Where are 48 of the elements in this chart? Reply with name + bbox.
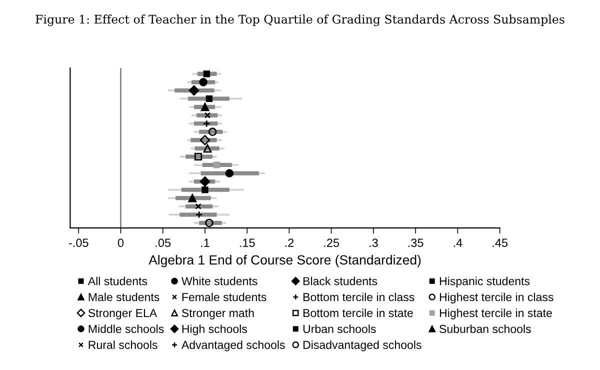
point [200, 102, 210, 112]
x-axis-title: Algebra 1 End of Course Score (Standardized) [148, 254, 421, 268]
legend-label: Suburban schools [440, 324, 531, 334]
x-tick-label: -.05 [68, 238, 88, 248]
legend-label: Highest tercile in class [440, 292, 554, 304]
legend-label: Disadvantaged schools [303, 340, 422, 352]
legend-label: Hispanic students [440, 276, 530, 288]
legend-label: Highest tercile in state [440, 308, 552, 320]
x-tick-label: .45 [492, 238, 508, 248]
x-tick-label: .4 [454, 238, 462, 247]
legend-label: Bottom tercile in class [303, 292, 414, 302]
point [206, 95, 213, 102]
x-tick-label: .3 [370, 238, 378, 248]
point [225, 169, 234, 178]
point [188, 194, 197, 202]
bar [186, 154, 213, 159]
x-tick-label: .2 [285, 238, 294, 247]
point [200, 135, 210, 146]
legend-label: Rural schools [88, 340, 158, 349]
point [199, 78, 208, 86]
legend-label: Urban schools [303, 324, 376, 334]
x-tick-label: 0 [118, 238, 124, 248]
legend-label: All students [88, 276, 148, 286]
chart-title: Figure 1: Effect of Teacher in the Top Quartile of Grading Standards Across Subsamples [36, 14, 564, 26]
point [203, 70, 210, 78]
legend-label: Black students [303, 276, 378, 286]
point [213, 162, 220, 168]
x-tick-label: .25 [324, 238, 340, 248]
point [188, 85, 200, 96]
point [205, 218, 214, 228]
x-tick-label: .05 [156, 238, 171, 248]
legend-label: White students [181, 276, 258, 286]
point [194, 152, 202, 161]
x-tick-label: .1 [201, 238, 210, 247]
legend-label: Stronger math [182, 308, 254, 320]
legend-label: Bottom tercile in state [303, 308, 413, 318]
point [200, 176, 210, 187]
x-tick-label: .15 [240, 238, 255, 248]
legend-label: High schools [182, 324, 248, 336]
legend-label: Stronger ELA [88, 308, 158, 320]
point [208, 128, 217, 136]
legend-label: Advantaged schools [181, 340, 285, 352]
legend-label: Female students [182, 292, 266, 302]
x-tick-label: .35 [408, 238, 424, 248]
legend-label: Middle schools [88, 324, 164, 334]
legend-label: Male students [88, 292, 160, 302]
point [203, 144, 212, 153]
point [202, 186, 208, 194]
